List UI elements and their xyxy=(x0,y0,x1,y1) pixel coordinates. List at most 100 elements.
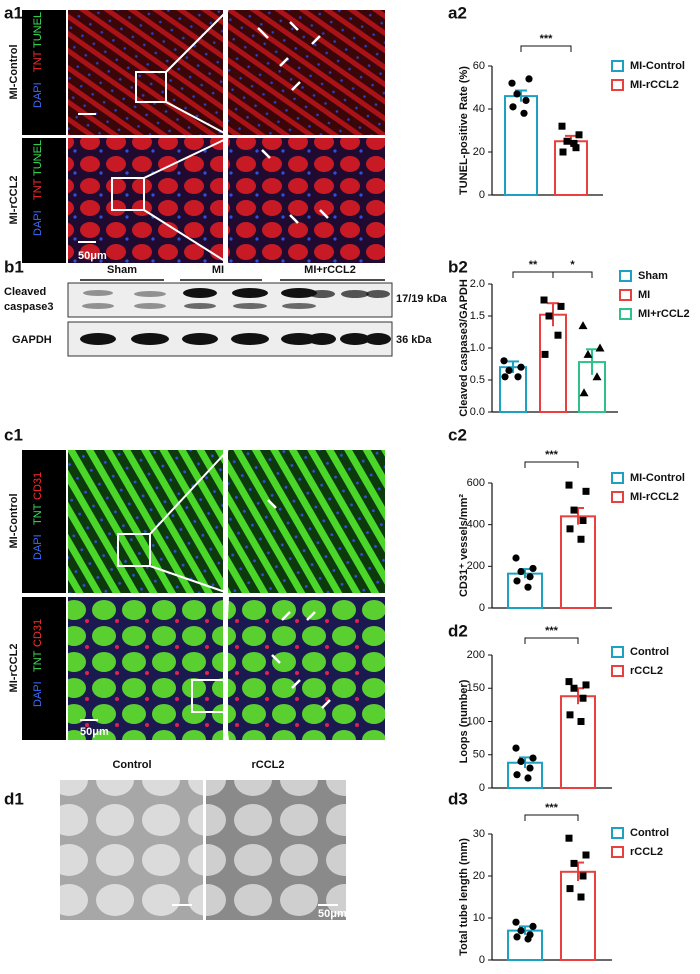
legend-label: MI+rCCL2 xyxy=(638,308,690,320)
data-point xyxy=(513,90,521,98)
stain-strip xyxy=(22,10,66,135)
data-point xyxy=(566,711,574,719)
data-point xyxy=(595,343,605,352)
data-point xyxy=(572,144,580,152)
stain-label: CD31 xyxy=(32,619,44,647)
data-point xyxy=(582,851,590,859)
micrograph xyxy=(228,450,385,593)
legend-swatch xyxy=(611,60,624,72)
data-point xyxy=(512,918,520,926)
legend-label: rCCL2 xyxy=(630,846,663,858)
significance-label: *** xyxy=(545,449,559,461)
y-tick-label: 0 xyxy=(479,189,485,201)
panel-label: c2 xyxy=(448,425,467,444)
data-point xyxy=(559,148,567,156)
band-label: GAPDH xyxy=(12,334,52,346)
significance-bracket xyxy=(524,637,579,644)
data-point xyxy=(513,771,521,779)
significance-label: *** xyxy=(545,625,559,637)
legend-swatch xyxy=(611,79,624,91)
y-tick-label: 600 xyxy=(467,477,485,489)
zoom-box xyxy=(117,533,151,567)
micrograph xyxy=(60,780,203,920)
data-point xyxy=(541,350,549,358)
zoom-line xyxy=(143,137,229,264)
y-tick-label: 0.0 xyxy=(470,406,485,418)
group-label: MI xyxy=(212,264,224,276)
data-point xyxy=(501,373,509,381)
data-point xyxy=(582,487,590,495)
data-point xyxy=(545,312,553,320)
micrograph xyxy=(68,450,223,593)
y-tick-label: 40 xyxy=(473,103,485,115)
data-point xyxy=(579,388,589,397)
zoom-box xyxy=(111,177,145,211)
stain-label: DAPI xyxy=(32,534,44,560)
data-point xyxy=(509,103,517,111)
stain-strip xyxy=(22,597,66,740)
legend-swatch xyxy=(611,846,624,858)
y-tick-label: 0 xyxy=(479,602,485,614)
data-point xyxy=(570,139,578,147)
bar xyxy=(560,695,596,789)
y-tick-label: 50 xyxy=(473,749,485,761)
panel-label: b2 xyxy=(448,257,468,276)
data-point xyxy=(520,109,528,117)
western-blot: Sham MI MI+rCCL2 Cleaved caspase3 GAPDH … xyxy=(4,264,448,357)
micrograph xyxy=(228,10,385,135)
stain-label: TUNEL xyxy=(32,12,44,48)
legend-label: rCCL2 xyxy=(630,665,663,677)
legend-label: MI-Control xyxy=(630,60,685,72)
scale-label: 50μm xyxy=(78,250,107,262)
legend-swatch xyxy=(611,646,624,658)
data-point xyxy=(526,764,534,772)
data-point xyxy=(512,554,520,562)
y-axis-label: Cleaved caspase3/GAPDH xyxy=(458,279,470,417)
image-panel-a1: 50μm MI-Control MI-rCCL2 DAPI TNT TUNEL … xyxy=(8,9,385,264)
significance-bracket xyxy=(520,45,572,52)
data-point xyxy=(505,366,513,374)
data-point xyxy=(522,96,530,104)
stain-label: DAPI xyxy=(32,681,44,707)
data-point xyxy=(570,506,578,514)
row-label: MI-Control xyxy=(8,45,20,100)
data-point xyxy=(540,296,548,304)
micrograph xyxy=(228,138,385,263)
legend-swatch xyxy=(611,827,624,839)
arrow xyxy=(267,499,331,709)
data-point xyxy=(554,331,562,339)
legend-label: Control xyxy=(630,827,669,839)
data-point xyxy=(557,302,565,310)
zoom-box xyxy=(135,71,167,103)
data-point xyxy=(517,757,525,766)
micrograph xyxy=(68,597,223,740)
data-point xyxy=(517,927,525,935)
legend-swatch xyxy=(611,491,624,503)
data-point xyxy=(514,373,522,381)
data-point xyxy=(563,137,571,145)
y-tick-label: 1.0 xyxy=(470,342,485,354)
data-point xyxy=(583,349,593,358)
data-point xyxy=(512,744,520,752)
data-point xyxy=(529,564,537,573)
data-point xyxy=(565,481,573,489)
bands xyxy=(80,288,391,345)
data-point xyxy=(517,363,525,371)
stain-label: TUNEL xyxy=(32,140,44,176)
y-tick-label: 20 xyxy=(473,146,485,158)
bar xyxy=(560,870,596,961)
data-point xyxy=(529,922,537,931)
y-tick-label: 0 xyxy=(479,954,485,966)
data-point xyxy=(578,321,588,330)
y-tick-label: 0.5 xyxy=(470,374,485,386)
bar xyxy=(507,929,543,961)
stain-label: TNT xyxy=(32,503,44,525)
micrograph xyxy=(228,597,385,740)
data-point xyxy=(566,525,574,533)
y-tick-label: 400 xyxy=(467,519,485,531)
data-point xyxy=(513,577,521,585)
data-point xyxy=(524,583,532,591)
y-tick-label: 0 xyxy=(479,782,485,794)
panel-label: a1 xyxy=(4,3,23,22)
data-point xyxy=(575,131,583,139)
